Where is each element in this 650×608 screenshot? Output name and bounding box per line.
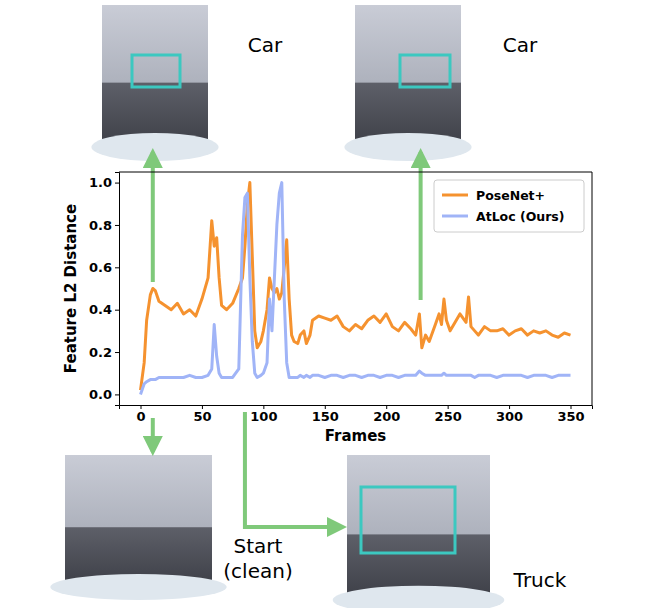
legend-swatch (442, 215, 468, 218)
tick-label: 0.0 (89, 387, 112, 402)
annotation-label: Car (503, 33, 538, 57)
tick-mark (115, 352, 119, 353)
legend-label: PoseNet+ (476, 188, 545, 203)
legend-label: AtLoc (Ours) (476, 209, 565, 224)
tick-label: 0.4 (89, 302, 112, 317)
tick-label: 350 (557, 409, 584, 424)
tick-label: 0 (136, 409, 145, 424)
tick: 350 (557, 405, 584, 424)
tick-label: 300 (496, 409, 523, 424)
tick: 0.8 (89, 218, 119, 233)
arrow (419, 152, 423, 300)
tick: 0.6 (89, 260, 119, 275)
tick-label: 0.8 (89, 218, 112, 233)
tick: 0.4 (89, 302, 119, 317)
photo-frame (102, 5, 208, 145)
y-axis: 0.0 0.2 0.4 0.6 0.8 1.0 (89, 173, 120, 406)
photo (333, 455, 505, 608)
tick: 1.0 (89, 175, 119, 190)
tick-label: 50 (193, 409, 211, 424)
detection-box (361, 487, 455, 553)
tick: 50 (193, 405, 211, 424)
tick: 0.0 (89, 387, 119, 402)
tick-label: 0.2 (89, 345, 112, 360)
tick-label: 250 (435, 409, 462, 424)
photo-frame (355, 5, 461, 145)
tick-mark (115, 225, 119, 226)
tick-label: 0.6 (89, 260, 112, 275)
annotations: Car Car Start(clean) Truck (50, 5, 566, 608)
tick: 250 (435, 405, 462, 424)
detection-box (132, 55, 180, 87)
plot-frame (119, 172, 592, 405)
tick: 200 (373, 405, 400, 424)
annotation-label: Truck (513, 568, 567, 592)
car-hood (50, 574, 226, 600)
tick: 150 (312, 405, 339, 424)
detection-box (400, 55, 450, 87)
photo-frame (65, 455, 212, 585)
tick: 0.2 (89, 345, 119, 360)
tick-label: 150 (312, 409, 339, 424)
tick: 100 (250, 405, 277, 424)
photo (91, 5, 218, 161)
tick-mark (115, 310, 119, 311)
car-hood (333, 586, 505, 608)
tick-mark (115, 183, 119, 184)
legend-box (434, 180, 584, 232)
plot-area (141, 183, 571, 395)
series-line (141, 183, 571, 391)
tick-label: 200 (373, 409, 400, 424)
tick: 0 (136, 405, 145, 424)
car-hood (91, 133, 218, 161)
tick-label: 1.0 (89, 175, 112, 190)
annotation-label: Start(clean) (223, 534, 292, 583)
x-axis: 0 50 100 150 200 250 300 350 (120, 405, 593, 424)
axis-line (115, 173, 120, 406)
photo (50, 455, 226, 600)
tick-label: 100 (250, 409, 277, 424)
tick: 300 (496, 405, 523, 424)
legend-swatch (442, 194, 468, 197)
figure: Car Car Start(clean) Truck 0 50 100 150 200 250 30… (0, 0, 650, 608)
x-axis-title: Frames (325, 427, 387, 445)
photo-frame (347, 455, 490, 598)
series-line (141, 183, 571, 395)
car-hood (344, 133, 471, 161)
legend: PoseNet+ AtLoc (Ours) (434, 180, 584, 232)
tick-mark (115, 267, 119, 268)
arrow (151, 418, 155, 452)
photo (344, 5, 471, 161)
tick-mark (115, 394, 119, 395)
annotation-label: Car (248, 33, 283, 57)
y-axis-title: Feature L2 Distance (62, 204, 80, 373)
